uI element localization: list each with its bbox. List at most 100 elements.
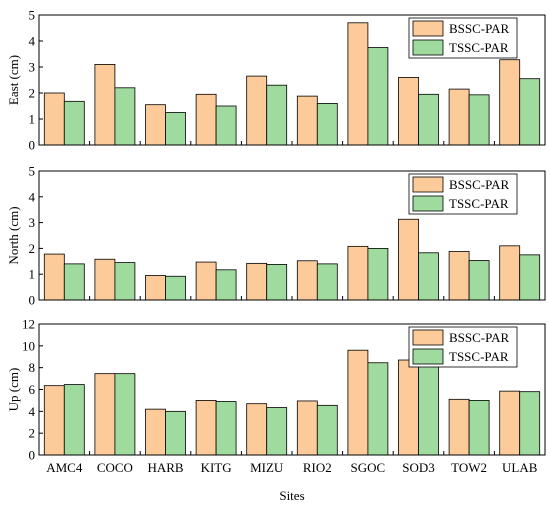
bar [63,263,85,301]
x-tick-label: RIO2 [303,460,332,475]
bar [519,254,541,301]
bar [63,100,85,146]
legend: BSSC-PAR TSSC-PAR [408,17,518,59]
bar [94,258,116,301]
x-axis-title: Sites [279,488,304,503]
bar [94,64,116,146]
legend-label: TSSC-PAR [449,349,509,364]
bar [499,245,521,301]
bar [114,373,136,456]
chart-panel: 0 1 2 3 4 5 East (cm) BSSC-PAR TSSC-PAR [6,8,546,153]
bar [215,401,237,456]
y-tick-label: 10 [22,338,35,353]
bar [296,260,318,301]
bar [448,88,470,146]
y-tick-label: 0 [29,138,36,153]
bar [246,262,268,301]
y-tick-label: 2 [29,426,36,441]
bar [316,263,338,301]
y-tick-label: 5 [29,164,36,179]
y-tick-label: 4 [29,404,36,419]
bar [347,22,369,146]
y-tick-label: 6 [29,382,36,397]
legend: BSSC-PAR TSSC-PAR [408,326,518,368]
y-tick-label: 2 [29,86,36,101]
x-tick-label: COCO [97,460,133,475]
bar [448,398,470,456]
bar [367,362,389,456]
bar [114,262,136,301]
bar [519,391,541,456]
bar [316,404,338,456]
bar [468,94,490,146]
bar [448,251,470,301]
legend-label: TSSC-PAR [449,40,509,55]
bar [398,359,419,456]
bar [468,400,490,456]
bar [43,253,65,301]
y-tick-label: 0 [29,293,36,308]
legend-swatch [412,348,444,365]
legend-swatch [412,176,444,193]
bar [145,408,166,456]
bar [519,78,541,146]
bar [145,104,166,146]
y-tick-label: 4 [29,189,36,204]
x-tick-label: ULAB [502,460,538,475]
bar [195,261,217,301]
bar [165,410,186,456]
x-tick-label: AMC4 [46,460,83,475]
x-tick-label: HARB [147,460,183,475]
bar [347,245,369,301]
bar [246,75,268,146]
x-tick-label: SGOC [351,460,386,475]
bar [347,349,369,456]
bar [499,59,521,146]
bar [114,87,136,146]
bar [499,390,521,456]
y-axis-title: North (cm) [6,206,21,264]
chart-panel: 0 2 4 6 8 10 12 Up (cm) BSSC-PAR TSSC-PAR AMC4 COCO… [6,317,546,475]
bar [165,275,186,301]
bar [195,400,217,456]
bar [266,407,288,456]
bar [43,385,65,456]
chart-panel: 0 1 2 3 4 5 North (cm) BSSC-PAR TSSC-PAR [6,164,546,308]
y-axis-title: Up (cm) [6,368,21,412]
bar [195,93,217,146]
legend-swatch [412,329,444,346]
bar [468,260,490,301]
y-tick-label: 4 [29,34,36,49]
legend-swatch [412,39,444,56]
bar [316,103,338,146]
bar [145,275,166,301]
y-tick-label: 12 [22,317,35,332]
bar [418,93,439,146]
y-tick-label: 8 [29,360,36,375]
legend-label: BSSC-PAR [449,177,510,192]
legend-label: BSSC-PAR [449,21,510,36]
legend-label: TSSC-PAR [449,196,509,211]
bar [296,400,318,456]
bar [266,84,288,146]
x-tick-label: MIZU [250,460,284,475]
bar [43,92,65,146]
bar [367,247,389,301]
bar [246,403,268,456]
y-tick-label: 1 [29,112,36,127]
bar [63,384,85,456]
bar [418,366,439,456]
bar [398,77,419,146]
y-tick-label: 3 [29,215,36,230]
bar [296,95,318,146]
y-tick-label: 5 [29,8,36,23]
legend-label: BSSC-PAR [449,330,510,345]
legend: BSSC-PAR TSSC-PAR [408,173,518,215]
x-tick-label: SOD3 [402,460,435,475]
bar [215,105,237,146]
y-tick-label: 3 [29,60,36,75]
y-tick-label: 0 [29,448,36,463]
bar [418,252,439,301]
